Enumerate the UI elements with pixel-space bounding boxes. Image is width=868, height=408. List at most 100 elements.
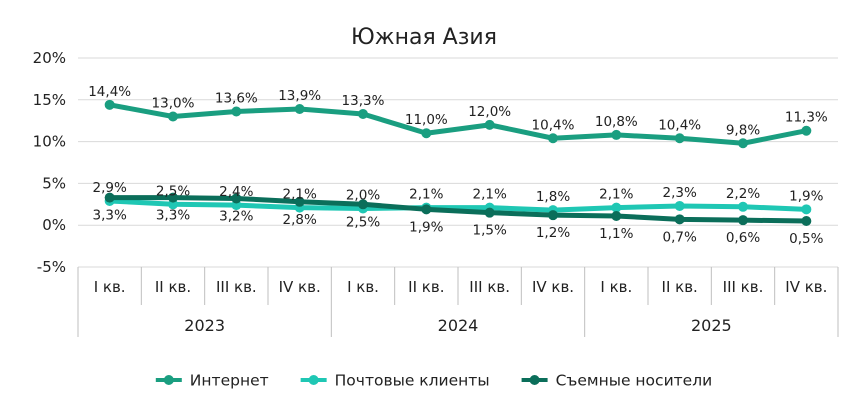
legend-label: Интернет bbox=[190, 372, 269, 390]
data-label: 9,8% bbox=[726, 122, 760, 138]
legend-item: Почтовые клиенты bbox=[300, 372, 490, 390]
data-point bbox=[358, 109, 368, 120]
data-point bbox=[104, 192, 115, 203]
legend-item: Интернет bbox=[155, 372, 269, 390]
data-point bbox=[484, 119, 495, 130]
data-point bbox=[168, 111, 178, 122]
data-label: 13,0% bbox=[152, 96, 195, 112]
data-label: 13,3% bbox=[342, 93, 385, 109]
data-point bbox=[674, 214, 685, 225]
x-category-label: IV кв. bbox=[279, 278, 321, 296]
legend-label: Съемные носители bbox=[556, 372, 713, 390]
legend-swatch-marker bbox=[308, 375, 319, 385]
x-category-label: I кв. bbox=[600, 278, 632, 296]
data-point bbox=[611, 202, 622, 213]
data-point bbox=[801, 216, 812, 227]
data-point bbox=[738, 138, 748, 149]
x-year-label: 2025 bbox=[691, 316, 732, 335]
data-label: 3,3% bbox=[93, 208, 127, 224]
data-label: 2,4% bbox=[219, 184, 253, 200]
data-label: 1,2% bbox=[536, 225, 570, 241]
data-label: 13,9% bbox=[278, 88, 321, 104]
data-label: 0,6% bbox=[726, 230, 760, 246]
data-label: 2,2% bbox=[726, 186, 760, 202]
data-point bbox=[231, 193, 242, 204]
data-point bbox=[358, 199, 368, 210]
data-label: 1,1% bbox=[599, 226, 633, 242]
data-label: 2,9% bbox=[93, 180, 127, 196]
legend-item: Съемные носители bbox=[521, 372, 713, 390]
data-label: 1,8% bbox=[536, 189, 570, 205]
data-label: 2,8% bbox=[283, 212, 317, 228]
series-line bbox=[107, 198, 809, 213]
data-label: 11,0% bbox=[405, 112, 448, 128]
data-label: 2,0% bbox=[346, 187, 380, 203]
y-tick-label: 20% bbox=[33, 49, 66, 67]
series-Интернет bbox=[104, 99, 812, 149]
x-year-label: 2023 bbox=[184, 316, 225, 335]
x-category-label: I кв. bbox=[347, 278, 379, 296]
axes: -5% 0% 5% 10% 15% 20% I кв. II кв. III кв. IV кв.… bbox=[33, 49, 839, 337]
x-category-label: III кв. bbox=[723, 278, 764, 296]
data-label: 2,5% bbox=[156, 183, 190, 199]
data-point bbox=[231, 106, 242, 117]
series-group bbox=[104, 99, 812, 227]
x-category-label: II кв. bbox=[408, 278, 444, 296]
data-point bbox=[294, 196, 305, 207]
data-point bbox=[421, 204, 432, 215]
y-tick-label: 10% bbox=[33, 133, 66, 151]
series-Съемные носители bbox=[104, 192, 812, 227]
data-point bbox=[674, 133, 685, 144]
data-label: 10,4% bbox=[532, 117, 575, 133]
data-label: 1,5% bbox=[473, 223, 507, 239]
data-label: 2,1% bbox=[473, 187, 507, 203]
data-label: 12,0% bbox=[468, 104, 511, 120]
x-category-label: II кв. bbox=[155, 278, 191, 296]
data-label: 3,2% bbox=[219, 208, 253, 224]
data-point bbox=[738, 201, 748, 212]
x-category-label: IV кв. bbox=[785, 278, 827, 296]
data-label: 10,8% bbox=[595, 114, 638, 130]
data-label: 1,9% bbox=[789, 188, 823, 204]
data-label: 2,1% bbox=[283, 187, 317, 203]
data-point bbox=[484, 207, 495, 218]
data-label: 10,4% bbox=[658, 117, 701, 133]
data-point bbox=[801, 204, 812, 215]
x-category-label: I кв. bbox=[94, 278, 126, 296]
data-point bbox=[548, 210, 558, 221]
y-tick-label: 15% bbox=[33, 91, 66, 109]
data-label: 14,4% bbox=[88, 84, 131, 100]
data-point bbox=[611, 211, 622, 222]
y-tick-label: 0% bbox=[42, 216, 66, 234]
data-point bbox=[548, 133, 558, 144]
data-label: 0,7% bbox=[663, 229, 697, 245]
data-label: 2,5% bbox=[346, 214, 380, 230]
x-category-label: IV кв. bbox=[532, 278, 574, 296]
data-point bbox=[294, 103, 305, 114]
x-category-label: III кв. bbox=[469, 278, 510, 296]
data-label: 3,3% bbox=[156, 208, 190, 224]
data-point bbox=[104, 99, 115, 110]
data-label: 11,3% bbox=[785, 110, 828, 126]
x-category-label: II кв. bbox=[662, 278, 698, 296]
data-label: 2,1% bbox=[599, 187, 633, 203]
legend-swatch-marker bbox=[529, 375, 540, 385]
data-label: 2,3% bbox=[663, 185, 697, 201]
y-tick-label: 5% bbox=[42, 174, 66, 192]
data-point bbox=[674, 200, 685, 211]
data-label: 2,1% bbox=[409, 187, 443, 203]
data-labels: 14,4% 13,0% 13,6% 13,9% 13,3% 11,0% 12,0% 10,4%… bbox=[88, 84, 828, 247]
series-line bbox=[107, 195, 809, 224]
data-point bbox=[611, 129, 622, 140]
x-year-label: 2024 bbox=[438, 316, 479, 335]
chart-title: Южная Азия bbox=[351, 25, 497, 50]
legend: Интернет Почтовые клиенты Съемные носители bbox=[155, 372, 713, 390]
legend-swatch-marker bbox=[163, 375, 174, 385]
data-label: 13,6% bbox=[215, 91, 258, 107]
data-point bbox=[801, 125, 812, 136]
data-label: 0,5% bbox=[789, 231, 823, 247]
y-tick-label: -5% bbox=[37, 258, 66, 276]
x-category-label: III кв. bbox=[216, 278, 257, 296]
